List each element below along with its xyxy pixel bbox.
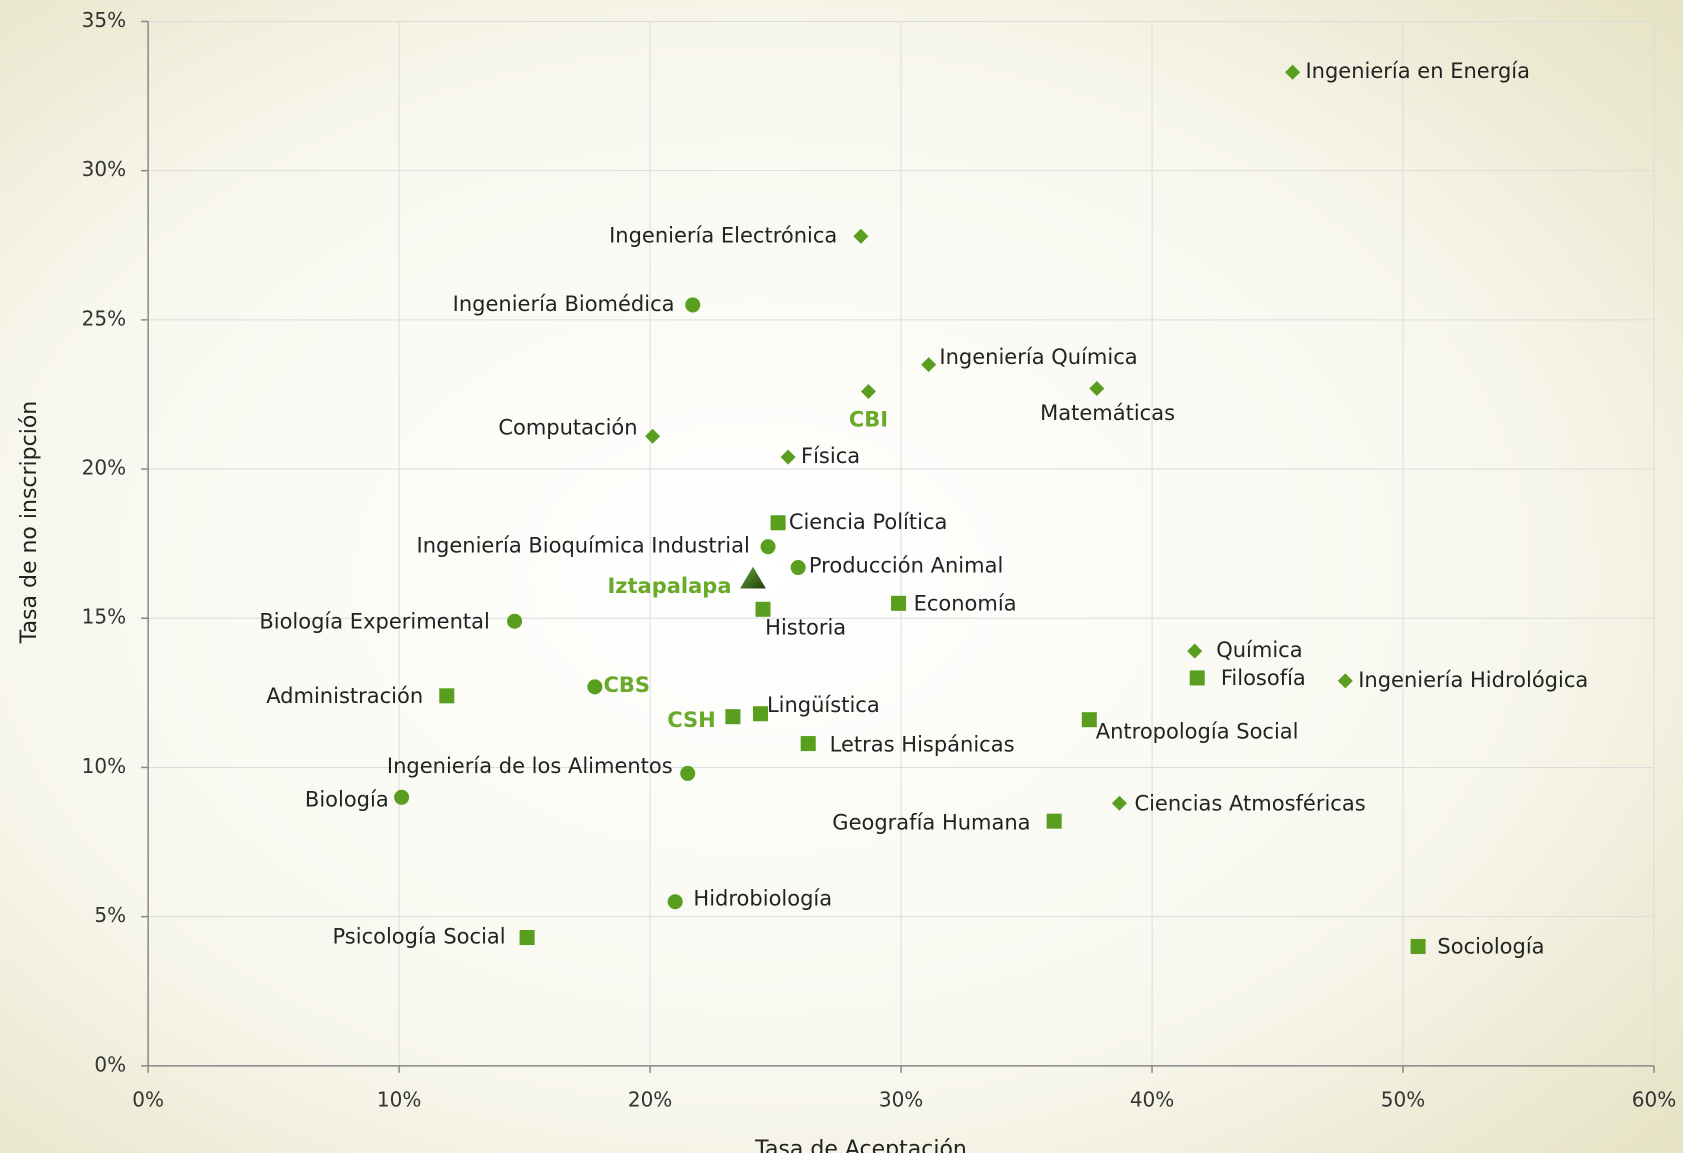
x-tick-label: 20% [628, 1087, 672, 1111]
point-label: Sociología [1437, 935, 1544, 959]
y-tick-label: 20% [82, 456, 126, 480]
y-tick-label: 30% [82, 157, 126, 181]
point [1081, 712, 1097, 728]
point-label: Economía [914, 591, 1017, 615]
point-label: Ingeniería Biomédica [453, 292, 675, 316]
x-tick-label: 40% [1130, 1087, 1174, 1111]
point-label: Lingüística [767, 693, 880, 717]
x-axis-title: Tasa de Aceptación [754, 1137, 967, 1153]
point [1189, 670, 1205, 686]
point [1111, 795, 1127, 811]
group-label: CBS [603, 673, 650, 697]
point [891, 595, 907, 611]
point-label: Ciencias Atmosféricas [1134, 791, 1365, 815]
point-label: Hidrobiología [693, 887, 832, 911]
point [645, 428, 661, 444]
x-tick-label: 60% [1632, 1087, 1676, 1111]
point [800, 736, 816, 752]
point [770, 515, 786, 531]
x-tick-label: 0% [132, 1087, 164, 1111]
point-label: Ingeniería en Energía [1305, 59, 1530, 83]
point-label: Biología Experimental [259, 609, 490, 633]
point-label: Ingeniería Hidrológica [1358, 668, 1588, 692]
point-label: Química [1216, 638, 1302, 662]
point [853, 228, 869, 244]
point-label: Ingeniería Química [939, 345, 1137, 369]
group-label: CBI [849, 407, 888, 431]
point [685, 297, 701, 313]
point [680, 765, 696, 781]
point [587, 679, 603, 695]
point-label: Ingeniería de los Alimentos [387, 754, 673, 778]
point [740, 566, 766, 589]
point-label: Ciencia Política [789, 510, 948, 534]
point-label: Ingeniería Electrónica [609, 223, 837, 247]
point [519, 930, 535, 946]
point [921, 357, 937, 373]
point [860, 383, 876, 399]
point-label: Computación [498, 416, 637, 440]
point-label: Biología [305, 787, 389, 811]
point-label: Antropología Social [1096, 720, 1299, 744]
point-label: Administración [266, 684, 423, 708]
point [507, 613, 523, 629]
x-tick-label: 30% [879, 1087, 923, 1111]
y-axis-title: Tasa de no inscripción [17, 401, 42, 644]
point-label: Producción Animal [809, 553, 1003, 577]
point-label: Letras Hispánicas [830, 733, 1015, 757]
point-label: Geografía Humana [832, 810, 1030, 834]
point [755, 601, 771, 617]
point-label: Física [801, 444, 860, 468]
point [1187, 643, 1203, 659]
point [780, 449, 796, 465]
y-tick-label: 25% [82, 306, 126, 330]
y-tick-label: 0% [94, 1052, 126, 1076]
y-tick-label: 35% [82, 8, 126, 32]
point-label: Matemáticas [1040, 401, 1175, 425]
point [790, 560, 806, 576]
point-label: Filosofía [1221, 666, 1306, 690]
y-tick-label: 10% [82, 754, 126, 778]
group-label: CSH [667, 708, 716, 732]
group-label: Iztapalapa [607, 574, 731, 598]
point-label: Historia [765, 616, 846, 640]
point-label: Psicología Social [333, 925, 506, 949]
point-label: Ingeniería Bioquímica Industrial [417, 534, 750, 558]
point [1046, 813, 1062, 829]
x-tick-label: 50% [1381, 1087, 1425, 1111]
y-tick-label: 15% [82, 605, 126, 629]
point [394, 789, 410, 805]
x-tick-label: 10% [377, 1087, 421, 1111]
point [1337, 673, 1353, 689]
point [439, 688, 455, 704]
y-tick-label: 5% [94, 903, 126, 927]
point [1089, 380, 1105, 396]
point [760, 539, 776, 555]
point [1285, 64, 1301, 80]
point [725, 709, 741, 725]
point [667, 894, 683, 910]
point [1410, 938, 1426, 954]
point [753, 706, 769, 722]
